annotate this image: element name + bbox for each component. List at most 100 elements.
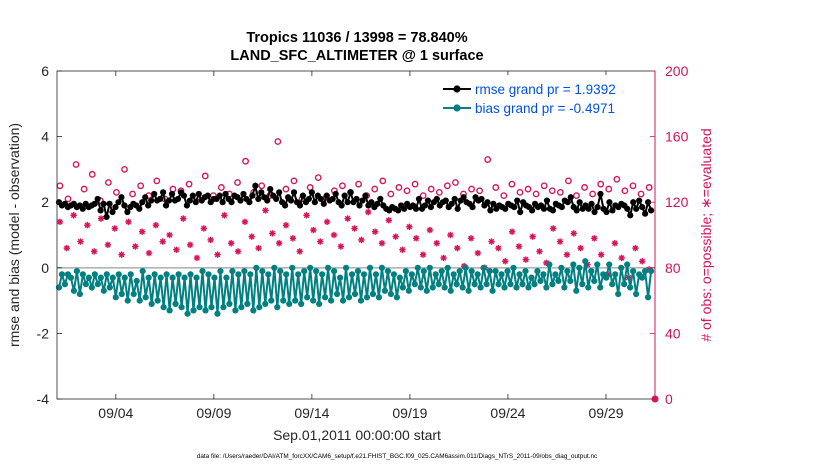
obs-possible-point xyxy=(137,182,145,190)
bias-point xyxy=(534,267,541,275)
bias-point xyxy=(82,281,89,288)
bias-point xyxy=(280,297,287,304)
bias-point xyxy=(438,267,445,275)
bias-point xyxy=(429,284,436,291)
obs-evaluated-point xyxy=(77,238,84,245)
obs-possible-point xyxy=(508,180,516,188)
bias-point xyxy=(298,300,305,307)
bias-point xyxy=(139,267,146,275)
bias-point xyxy=(426,264,433,271)
bias-point xyxy=(647,267,655,275)
obs-possible-point xyxy=(113,188,120,196)
bias-point xyxy=(292,297,299,304)
bias-point xyxy=(163,271,170,278)
obs-possible-point xyxy=(613,175,621,183)
bias-point xyxy=(67,274,75,281)
rmse-point xyxy=(320,200,327,207)
obs-evaluated-point xyxy=(70,212,77,219)
rmse-point xyxy=(252,182,259,189)
rmse-point xyxy=(585,205,592,212)
rmse-point xyxy=(338,202,345,209)
bias-point xyxy=(644,294,652,301)
rmse-point xyxy=(401,205,408,212)
bias-point xyxy=(127,271,134,278)
rmse-point xyxy=(639,204,646,211)
bias-point xyxy=(375,294,383,301)
obs-evaluated-point xyxy=(440,254,447,262)
obs-evaluated-point xyxy=(454,244,461,252)
obs-evaluated-point xyxy=(132,243,139,250)
rmse-point xyxy=(368,199,375,206)
obs-possible-point xyxy=(387,190,395,198)
bias-point xyxy=(447,287,454,294)
obs-evaluated-point xyxy=(344,215,351,222)
rmse-point xyxy=(630,199,637,206)
rmse-point xyxy=(115,199,122,206)
rmse-point xyxy=(588,200,595,207)
obs-possible-point xyxy=(411,180,419,188)
y-right-tick-label: 120 xyxy=(665,194,689,210)
rmse-point xyxy=(281,202,289,209)
rmse-point xyxy=(273,195,280,203)
obs-evaluated-point xyxy=(358,236,365,244)
obs-evaluated-point xyxy=(248,233,255,240)
rmse-point xyxy=(609,207,616,214)
bias-point xyxy=(546,261,553,268)
bias-point xyxy=(157,274,164,281)
obs-possible-point xyxy=(589,190,597,198)
bias-point xyxy=(641,267,649,275)
bias-point xyxy=(537,277,544,285)
bias-point xyxy=(606,261,613,268)
bias-point xyxy=(405,287,412,294)
x-tick-label: 09/09 xyxy=(196,405,231,421)
bias-point xyxy=(453,281,460,288)
obs-evaluated-point xyxy=(550,225,557,232)
obs-evaluated-point xyxy=(330,231,338,239)
bias-point xyxy=(283,271,290,278)
obs-evaluated-point xyxy=(111,225,118,232)
obs-evaluated-point xyxy=(125,218,132,226)
bias-point xyxy=(483,281,490,288)
bias-point xyxy=(540,271,547,278)
obs-possible-point xyxy=(185,180,193,188)
rmse-point xyxy=(139,199,146,206)
obs-evaluated-point xyxy=(639,258,646,265)
rmse-point xyxy=(103,213,110,221)
obs-possible-point xyxy=(548,187,556,195)
obs-evaluated-point xyxy=(474,249,482,257)
bias-point xyxy=(567,277,574,285)
obs-evaluated-point xyxy=(152,221,160,229)
rmse-point xyxy=(168,190,176,198)
obs-evaluated-point xyxy=(337,243,345,250)
rmse-point xyxy=(308,189,315,196)
bias-point xyxy=(256,304,263,311)
bias-point xyxy=(363,294,371,301)
rmse-point xyxy=(356,202,363,209)
bias-point xyxy=(435,281,442,288)
obs-possible-point xyxy=(129,190,136,198)
bias-point xyxy=(522,267,529,275)
y-axis-right-label: # of obs: o=possible; ∗=evaluated xyxy=(698,128,714,341)
bias-point xyxy=(612,271,619,278)
rmse-point xyxy=(246,199,253,206)
rmse-point xyxy=(424,197,432,204)
bias-point xyxy=(205,271,212,278)
bias-point xyxy=(58,271,66,278)
obs-possible-point xyxy=(645,184,653,191)
bias-point xyxy=(555,277,562,285)
bias-point xyxy=(492,267,499,275)
rmse-point xyxy=(597,190,604,198)
bias-point xyxy=(187,271,194,278)
rmse-point xyxy=(564,199,571,206)
bias-point xyxy=(154,297,161,304)
obs-evaluated-point xyxy=(577,244,584,252)
y-right-tick-label: 80 xyxy=(665,260,681,276)
obs-evaluated-point xyxy=(200,225,208,232)
obs-possible-point xyxy=(492,184,500,191)
obs-evaluated-point xyxy=(378,239,386,247)
bias-point xyxy=(369,290,377,298)
obs-evaluated-point xyxy=(228,239,235,247)
obs-evaluated-point xyxy=(241,218,249,226)
bias-point xyxy=(627,284,634,291)
rmse-point xyxy=(487,207,494,214)
